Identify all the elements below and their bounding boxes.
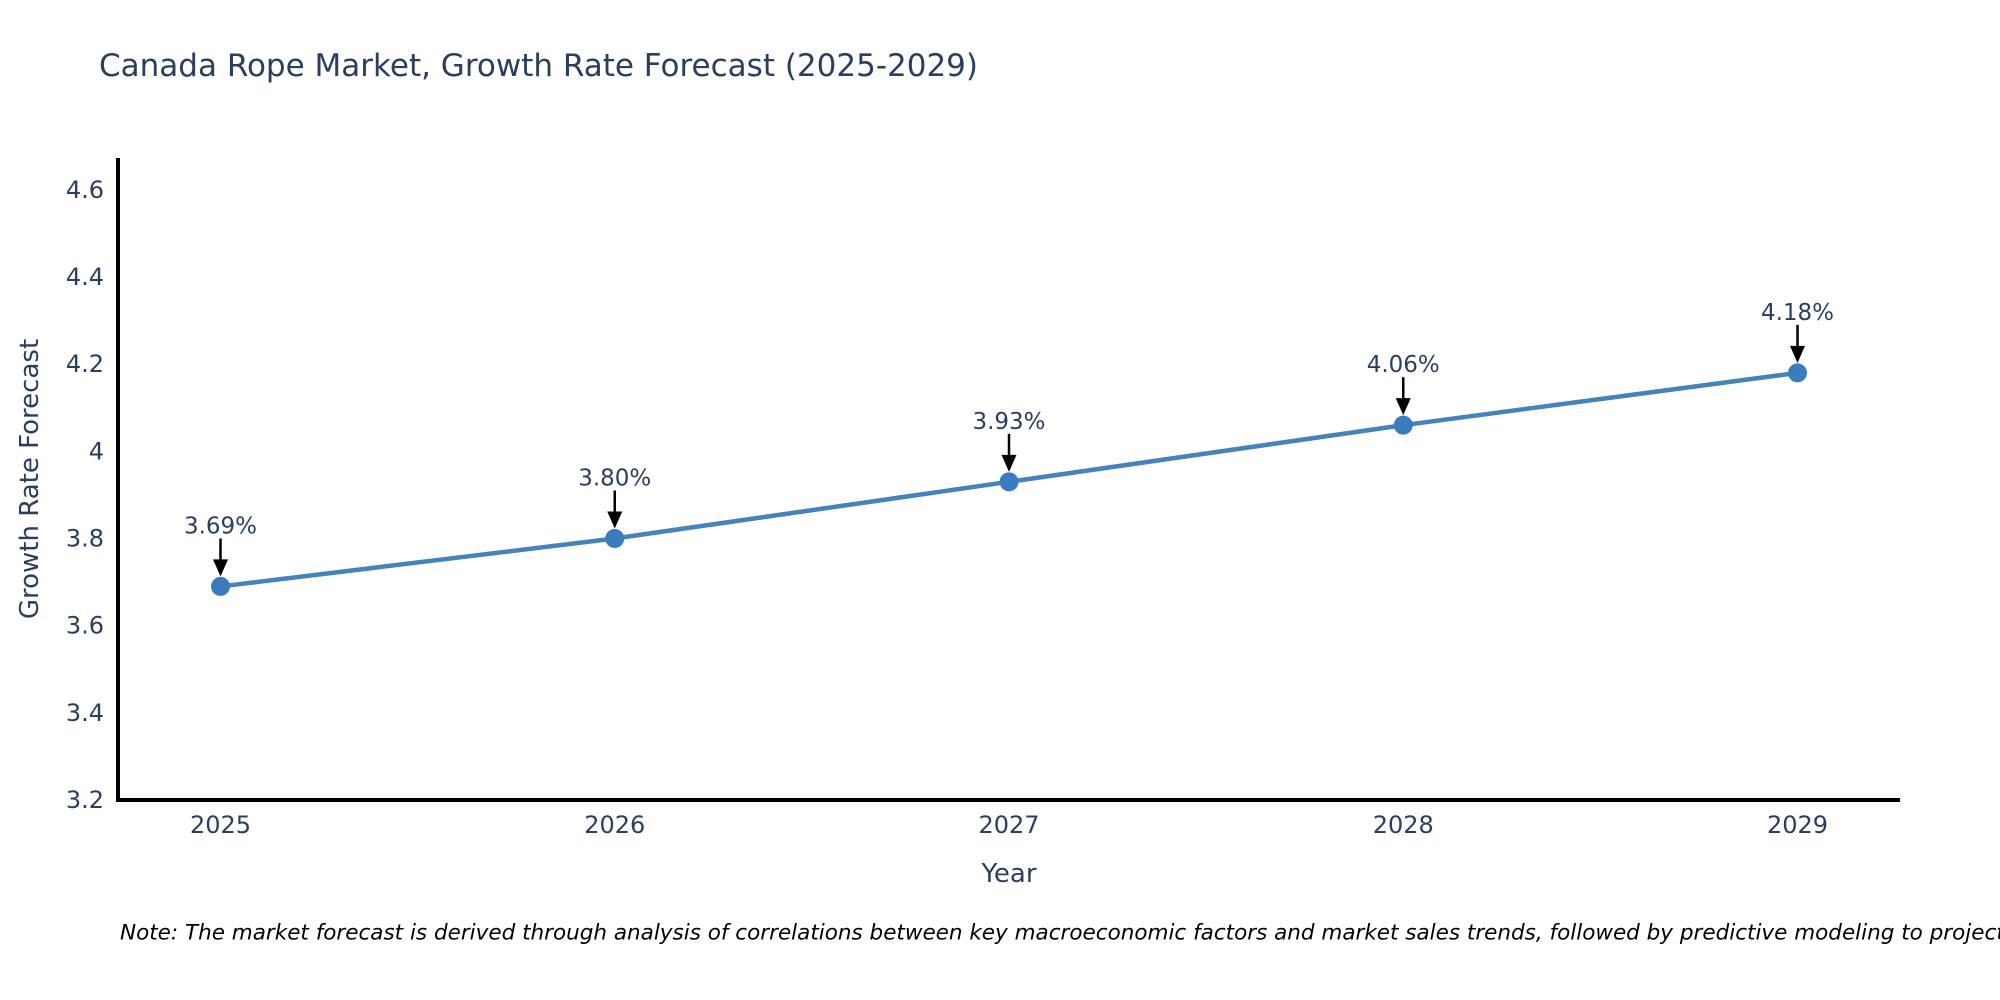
point-annotation: 4.18% [1761,300,1834,326]
point-annotation: 4.06% [1367,352,1440,378]
annotation-arrowhead [213,559,229,577]
point-annotation: 3.69% [184,513,257,539]
x-tick-label: 2026 [584,811,645,839]
data-point[interactable] [605,528,625,548]
y-tick-label: 4 [89,437,104,465]
x-tick-label: 2028 [1373,811,1434,839]
y-tick-label: 3.6 [66,612,104,640]
data-point[interactable] [1393,415,1413,435]
annotation-arrowhead [1395,398,1411,416]
x-tick-label: 2025 [190,811,251,839]
chart-title: Canada Rope Market, Growth Rate Forecast… [99,48,978,84]
y-tick-label: 3.2 [66,786,104,814]
y-tick-label: 3.4 [66,699,104,727]
y-tick-label: 4.2 [66,350,104,378]
x-tick-label: 2029 [1767,811,1828,839]
annotation-arrowhead [607,511,623,529]
point-annotation: 3.80% [578,465,651,491]
y-tick-label: 3.8 [66,524,104,552]
data-point[interactable] [999,472,1019,492]
annotation-arrowhead [1001,454,1017,472]
x-axis-title: Year [981,859,1037,889]
y-tick-label: 4.6 [66,176,104,204]
data-point[interactable] [211,576,231,596]
annotation-arrowhead [1789,345,1805,363]
point-annotation: 3.93% [972,409,1045,435]
footnote: Note: The market forecast is derived thr… [120,920,2000,946]
data-point[interactable] [1787,363,1807,383]
y-tick-label: 4.4 [66,263,104,291]
x-tick-label: 2027 [978,811,1039,839]
